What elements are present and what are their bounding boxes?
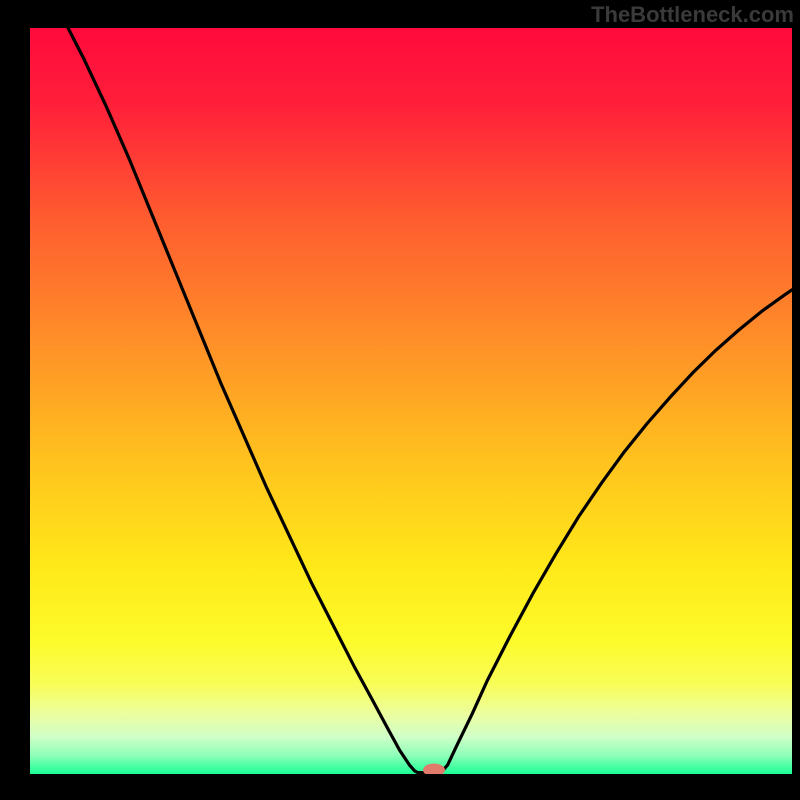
chart-root: TheBottleneck.com <box>0 0 800 800</box>
bottleneck-curve <box>30 28 792 774</box>
minimum-marker <box>421 761 447 774</box>
plot-frame <box>0 28 800 800</box>
plot-area <box>30 28 792 774</box>
watermark-text: TheBottleneck.com <box>585 0 800 32</box>
